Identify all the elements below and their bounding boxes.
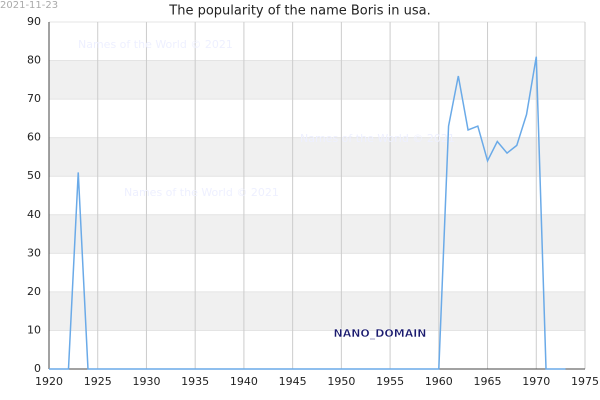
y-tick-label: 80 <box>27 54 41 67</box>
y-tick-label: 90 <box>27 15 41 28</box>
annotation: NANO_DOMAIN <box>333 327 426 340</box>
y-tick-label: 50 <box>27 169 41 182</box>
watermark: Names of the World © 2021 <box>124 186 279 199</box>
x-tick-label: 1955 <box>376 375 404 388</box>
chart-title: The popularity of the name Boris in usa. <box>168 4 430 19</box>
x-tick-label: 1970 <box>522 375 550 388</box>
band <box>49 291 585 331</box>
y-tick-label: 70 <box>27 92 41 105</box>
band <box>49 214 585 254</box>
x-tick-label: 1920 <box>35 375 63 388</box>
watermark: Names of the World © 2021 <box>78 38 233 51</box>
band <box>49 60 585 100</box>
x-tick-label: 1975 <box>571 375 599 388</box>
x-tick-label: 1950 <box>327 375 355 388</box>
watermark: Names of the World © 2021 <box>300 132 455 145</box>
x-tick-label: 1965 <box>474 375 502 388</box>
y-tick-label: 30 <box>27 246 41 259</box>
plot-area: 0 10 20 30 40 50 60 70 80 90 1920 1925 1930 1935 1940 1… <box>27 15 599 388</box>
x-tick-label: 1925 <box>84 375 112 388</box>
x-tick-label: 1930 <box>132 375 160 388</box>
line <box>49 56 566 370</box>
y-tick-label: 10 <box>27 323 41 336</box>
x-tick-label: 1940 <box>230 375 258 388</box>
y-tick-label: 0 <box>34 362 41 375</box>
date-stamp: 2021-11-23 <box>0 0 58 11</box>
y-tick-label: 40 <box>27 208 41 221</box>
y-tick-label: 20 <box>27 285 41 298</box>
x-tick-label: 1935 <box>181 375 209 388</box>
x-tick-label: 1945 <box>279 375 307 388</box>
y-tick-label: 60 <box>27 131 41 144</box>
x-tick-label: 1960 <box>425 375 453 388</box>
